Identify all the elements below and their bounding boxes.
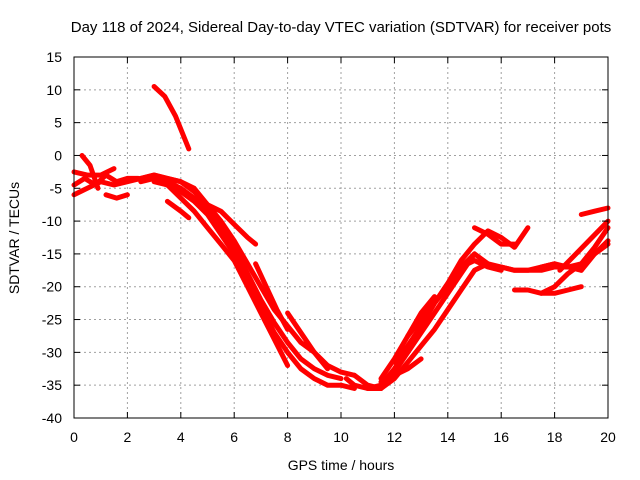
chart-title: Day 118 of 2024, Sidereal Day-to-day VTE… <box>71 19 612 36</box>
series-track-5 <box>103 192 130 201</box>
data-series <box>71 84 611 391</box>
y-tick-label: -35 <box>42 377 62 393</box>
x-tick-label: 20 <box>600 429 616 445</box>
series-track-24 <box>512 284 584 296</box>
y-tick-label: -5 <box>50 180 63 196</box>
y-tick-label: -15 <box>42 246 62 262</box>
y-tick-label: 10 <box>46 82 62 98</box>
y-tick-label: 15 <box>46 49 62 65</box>
series-track-23 <box>498 264 558 273</box>
series-track-22 <box>472 225 517 247</box>
series-track-30 <box>557 218 611 273</box>
y-axis-label: SDTVAR / TECUs <box>6 182 22 294</box>
x-tick-label: 16 <box>493 429 509 445</box>
x-tick-label: 0 <box>70 429 78 445</box>
series-track-14 <box>285 310 331 372</box>
series-track-11 <box>151 175 291 368</box>
axis-ticks: 0 2 4 6 8 10 12 14 16 18 20 15 10 5 0 -5 -10 -15 -20 -25 -30… <box>42 49 616 445</box>
series-track-4 <box>79 153 101 191</box>
series-track-13 <box>253 261 291 332</box>
y-tick-label: 5 <box>54 115 62 131</box>
grid-lines <box>74 57 608 418</box>
x-tick-label: 2 <box>124 429 132 445</box>
y-tick-label: -30 <box>42 344 62 360</box>
series-track-9 <box>138 175 344 382</box>
x-tick-label: 12 <box>387 429 403 445</box>
x-tick-label: 6 <box>230 429 238 445</box>
series-track-19 <box>378 356 424 385</box>
series-track-12 <box>164 198 192 221</box>
x-tick-label: 4 <box>177 429 185 445</box>
x-tick-label: 8 <box>284 429 292 445</box>
y-tick-label: -10 <box>42 213 62 229</box>
x-axis-label: GPS time / hours <box>288 457 395 473</box>
y-tick-label: -25 <box>42 312 62 328</box>
series-track-7 <box>138 172 259 247</box>
series-track-6 <box>151 84 192 152</box>
series-track-29 <box>578 205 611 217</box>
series-track-2 <box>71 175 144 198</box>
x-tick-label: 18 <box>547 429 563 445</box>
y-tick-label: 0 <box>54 147 62 163</box>
y-tick-label: -20 <box>42 279 62 295</box>
x-tick-label: 14 <box>440 429 456 445</box>
series-track-25 <box>538 225 611 296</box>
series-track-28 <box>578 238 611 273</box>
series-track-10 <box>151 179 357 391</box>
x-tick-label: 10 <box>333 429 349 445</box>
y-tick-label: -40 <box>42 410 62 426</box>
